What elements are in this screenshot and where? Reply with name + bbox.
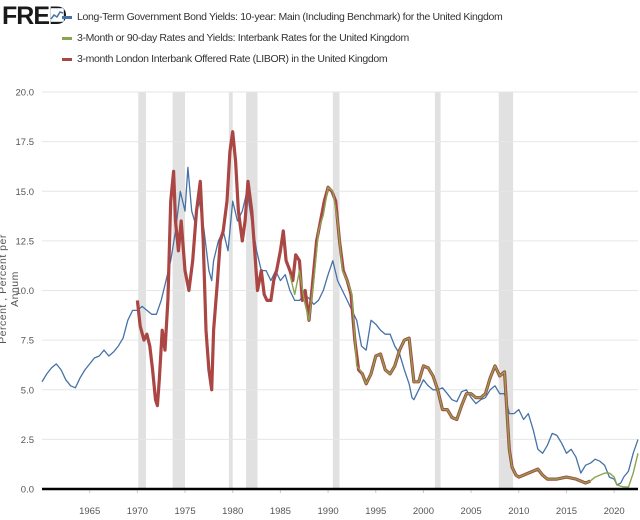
legend-label-bond: Long-Term Government Bond Yields: 10-yea…: [77, 11, 503, 23]
y-tick-label-15.0: 15.0: [16, 187, 35, 198]
legend-swatch-interbank: [62, 37, 72, 40]
series-lines: [41, 130, 639, 488]
y-tick-label-17.5: 17.5: [16, 137, 35, 148]
x-tick-label-1995: 1995: [365, 506, 386, 517]
x-tick-label-2020: 2020: [604, 506, 625, 517]
y-tick-label-10.0: 10.0: [16, 286, 35, 297]
fred-logo[interactable]: FRED: [2, 2, 67, 36]
y-tick-label-2.5: 2.5: [21, 435, 34, 446]
x-tick-label-1990: 1990: [318, 506, 339, 517]
legend-item-interbank-rates[interactable]: 3-Month or 90-day Rates and Yields: Inte…: [62, 30, 632, 51]
series-line-interbank-rates: [289, 186, 639, 488]
y-tick-label-0.0: 0.0: [21, 485, 34, 496]
x-tick-label-1980: 1980: [222, 506, 243, 517]
x-tick-label-1970: 1970: [127, 506, 148, 517]
x-axis-ticks: 1965 1970 1975 1980 1985 1990 1995 2000 2005 2010…: [79, 489, 625, 517]
legend-label-libor: 3-month London Interbank Offered Rate (L…: [77, 53, 388, 65]
y-tick-label-7.5: 7.5: [21, 336, 34, 347]
x-tick-label-2000: 2000: [413, 506, 434, 517]
y-tick-label-12.5: 12.5: [16, 236, 35, 247]
legend-swatch-libor: [62, 58, 72, 61]
legend-item-bond-yields[interactable]: Long-Term Government Bond Yields: 10-yea…: [62, 9, 632, 30]
series-line-bond-yields: [41, 166, 639, 486]
legend-swatch-bond: [62, 16, 72, 19]
chart-logo-icon: [50, 8, 64, 22]
x-tick-label-1965: 1965: [79, 506, 100, 517]
y-tick-label-5.0: 5.0: [21, 385, 34, 396]
chart-legend: Long-Term Government Bond Yields: 10-yea…: [62, 9, 632, 72]
x-tick-label-2005: 2005: [461, 506, 482, 517]
y-axis-ticks: 0.0 2.5 5.0 7.5 10.0 12.5 15.0 17.5 20.0: [16, 88, 35, 496]
series-line-libor: [135, 130, 591, 485]
x-tick-label-2010: 2010: [508, 506, 529, 517]
x-tick-label-2015: 2015: [556, 506, 577, 517]
grid-lines: [42, 91, 638, 440]
x-tick-label-1985: 1985: [270, 506, 291, 517]
legend-item-libor[interactable]: 3-month London Interbank Offered Rate (L…: [62, 51, 632, 72]
y-tick-label-20.0: 20.0: [16, 88, 35, 99]
x-tick-label-1975: 1975: [174, 506, 195, 517]
legend-label-interbank: 3-Month or 90-day Rates and Yields: Inte…: [77, 32, 409, 44]
